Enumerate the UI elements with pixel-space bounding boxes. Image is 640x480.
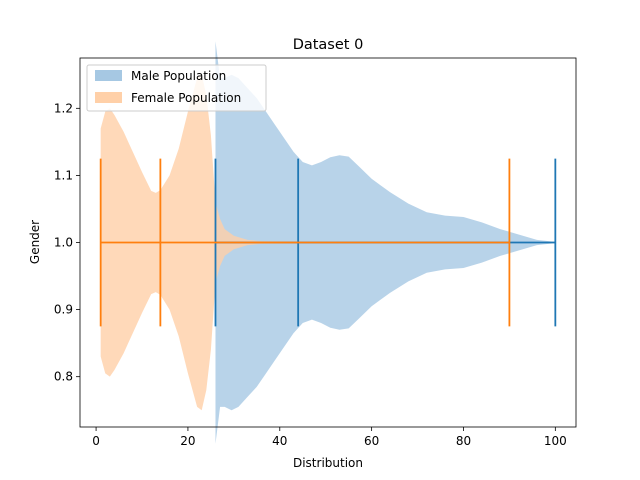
legend-box <box>86 64 267 112</box>
legend-label-female: Female Population <box>131 91 241 105</box>
y-axis-label: Gender <box>28 220 42 264</box>
y-axis-ticks: 0.8 0.9 1.0 1.1 1.2 <box>54 101 80 384</box>
x-tick-label: 60 <box>364 434 379 448</box>
legend-swatch-male <box>95 70 122 81</box>
x-axis-ticks: 0 20 40 60 80 100 <box>92 427 567 448</box>
x-tick-label: 80 <box>456 434 471 448</box>
y-tick-label: 0.9 <box>54 303 73 317</box>
chart-title: Dataset 0 <box>293 37 364 53</box>
x-tick-label: 100 <box>544 434 567 448</box>
statistic-lines-layer <box>99 158 557 327</box>
legend-swatch-female <box>95 92 122 103</box>
y-tick-label: 0.8 <box>54 370 73 384</box>
x-tick-label: 40 <box>272 434 287 448</box>
legend-label-male: Male Population <box>131 69 226 83</box>
x-tick-label: 20 <box>180 434 195 448</box>
y-tick-label: 1.1 <box>54 168 73 182</box>
x-axis-label: Distribution <box>293 456 363 470</box>
y-tick-label: 1.2 <box>54 101 73 115</box>
y-tick-label: 1.0 <box>54 236 73 250</box>
x-tick-label: 0 <box>92 434 100 448</box>
legend: Male Population Female Population <box>86 64 267 112</box>
